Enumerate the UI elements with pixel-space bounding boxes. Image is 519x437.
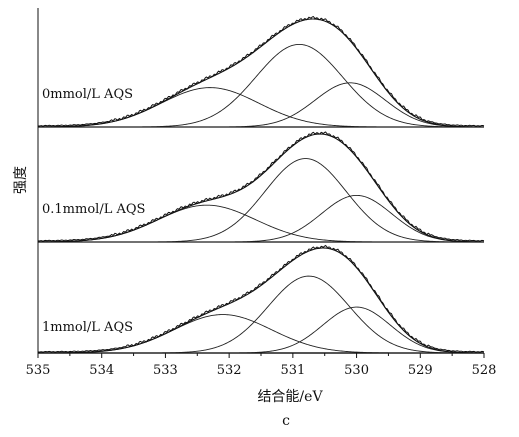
- fit-component-curve: [38, 43, 484, 128]
- x-tick-label: 530: [344, 363, 369, 378]
- x-tick-label: 531: [280, 363, 305, 378]
- x-tick-label: 535: [26, 363, 51, 378]
- fitted-envelope-curve: [38, 18, 485, 128]
- x-tick-label: 528: [472, 363, 497, 378]
- panel-label: 0.1mmol/L AQS: [42, 202, 145, 217]
- spectrum-panel: 0.1mmol/L AQS: [37, 131, 485, 243]
- measured-spectrum-curve: [37, 16, 485, 127]
- measured-spectrum-curve: [37, 244, 485, 353]
- fitted-envelope-curve: [38, 247, 485, 354]
- panel-label: 1mmol/L AQS: [42, 320, 133, 335]
- spectra-panels: 0mmol/L AQS 0.1mmol/L AQS 1mmol/L AQS: [37, 16, 485, 354]
- measured-spectrum-curve: [37, 131, 485, 242]
- panel-label: 0mmol/L AQS: [42, 87, 133, 102]
- fitted-envelope-curve: [37, 133, 485, 243]
- x-tick-label: 529: [408, 363, 433, 378]
- x-tick-label: 534: [89, 363, 114, 378]
- fit-component-curve: [38, 194, 484, 243]
- x-tick-label: 532: [217, 363, 242, 378]
- x-tick-label: 533: [153, 363, 178, 378]
- spectrum-panel: 0mmol/L AQS: [37, 16, 485, 128]
- fit-component-curve: [38, 306, 484, 354]
- spectrum-panel: 1mmol/L AQS: [37, 244, 485, 354]
- figure-caption: c: [282, 413, 290, 429]
- fit-component-curve: [38, 82, 485, 128]
- x-ticks: 535 534 533 532 531 530 529 528: [26, 353, 497, 378]
- x-axis-title: 结合能/eV: [257, 389, 323, 405]
- y-axis-title: 强度: [13, 166, 29, 194]
